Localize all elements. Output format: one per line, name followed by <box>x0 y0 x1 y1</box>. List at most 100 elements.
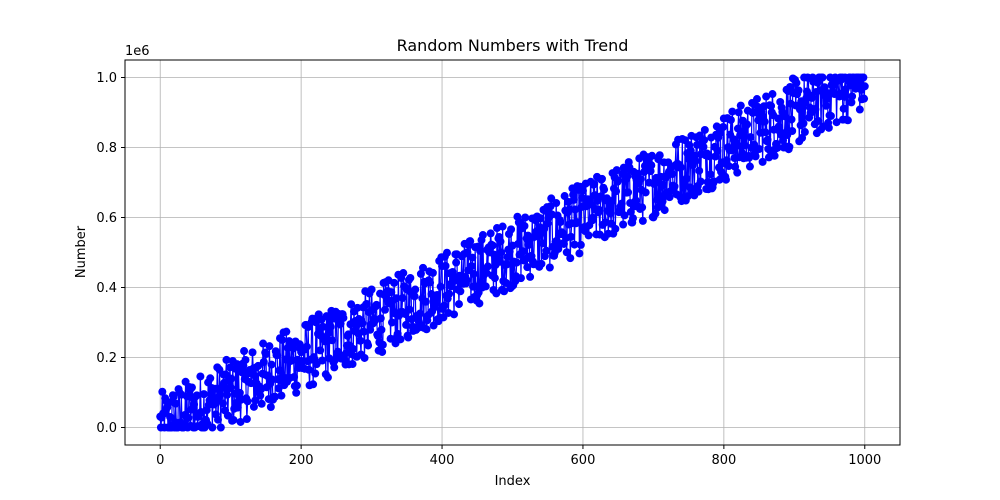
data-point <box>196 372 205 381</box>
data-point <box>249 402 258 411</box>
data-point <box>481 282 490 291</box>
data-point <box>611 224 620 233</box>
data-point <box>450 310 459 319</box>
data-point <box>596 192 605 201</box>
data-point <box>724 162 733 171</box>
data-point <box>691 156 700 165</box>
data-point <box>405 305 414 314</box>
data-point <box>380 305 389 314</box>
data-point <box>636 175 645 184</box>
data-point <box>216 423 225 432</box>
data-point <box>268 375 277 384</box>
data-point <box>256 391 265 400</box>
data-point <box>237 368 246 377</box>
data-point <box>309 380 318 389</box>
data-point <box>318 356 327 365</box>
data-point <box>668 169 677 178</box>
data-point <box>223 390 232 399</box>
data-point <box>498 222 507 231</box>
data-point <box>356 336 365 345</box>
data-point <box>648 151 656 160</box>
data-point <box>612 166 621 175</box>
data-point <box>227 374 236 383</box>
data-point <box>376 314 385 323</box>
data-point <box>316 346 325 355</box>
data-point <box>359 327 368 336</box>
data-point <box>699 142 708 151</box>
x-tick-label: 800 <box>711 453 736 468</box>
data-point <box>406 273 415 282</box>
data-point <box>478 231 487 240</box>
data-point <box>456 287 465 296</box>
data-point <box>794 86 803 95</box>
data-point <box>860 82 869 91</box>
data-point <box>364 341 373 350</box>
plot-frame <box>124 59 901 446</box>
data-point <box>543 219 552 228</box>
data-point <box>647 161 656 170</box>
data-point <box>292 381 301 390</box>
data-point <box>843 116 852 125</box>
data-point <box>761 128 770 137</box>
data-point <box>651 209 660 218</box>
data-point <box>736 101 745 110</box>
data-point <box>304 365 313 374</box>
data-point <box>235 388 244 397</box>
data-point <box>560 192 569 201</box>
data-point <box>512 258 521 267</box>
data-point <box>536 214 545 223</box>
data-point <box>378 340 387 349</box>
data-point <box>795 105 804 114</box>
data-point <box>265 342 274 351</box>
data-point <box>712 122 721 131</box>
data-point <box>787 115 796 124</box>
data-point <box>411 285 420 294</box>
data-point <box>576 240 585 249</box>
data-point <box>588 213 597 222</box>
data-point <box>600 185 609 194</box>
x-tick-label: 400 <box>430 453 455 468</box>
data-point <box>261 350 270 358</box>
data-point <box>402 320 411 329</box>
y-axis-offset-label: 1e6 <box>125 44 150 59</box>
data-point <box>612 187 621 196</box>
data-point <box>275 366 284 375</box>
x-tick-label: 1000 <box>848 453 881 468</box>
data-point <box>441 261 450 270</box>
y-tick-label: 0.0 <box>96 421 117 436</box>
data-point <box>682 174 691 183</box>
data-point <box>660 206 669 215</box>
data-point <box>696 177 705 186</box>
data-point <box>233 403 242 412</box>
data-point <box>655 191 664 200</box>
y-axis-label: Number <box>74 225 89 278</box>
data-point <box>416 269 425 278</box>
data-point <box>302 342 311 351</box>
data-point <box>520 222 529 231</box>
data-point <box>254 361 263 370</box>
data-point <box>463 248 472 257</box>
data-point <box>290 372 299 381</box>
data-point <box>839 104 848 113</box>
data-point <box>192 391 201 400</box>
data-point <box>321 337 330 346</box>
data-point <box>559 239 568 248</box>
data-point <box>214 393 223 402</box>
data-point <box>538 239 547 248</box>
data-point <box>624 188 633 197</box>
data-point <box>774 114 783 123</box>
data-point <box>360 353 369 362</box>
data-point <box>500 287 509 296</box>
data-point <box>410 292 419 301</box>
data-point <box>713 146 722 155</box>
chart-title: Random Numbers with Trend <box>397 36 629 55</box>
data-point <box>218 399 227 408</box>
data-point <box>822 101 831 110</box>
data-point <box>362 299 371 308</box>
data-point <box>467 262 476 271</box>
data-point <box>497 248 506 257</box>
data-point <box>259 339 268 348</box>
data-point <box>755 144 764 153</box>
data-point <box>358 319 367 328</box>
data-point <box>832 118 841 127</box>
